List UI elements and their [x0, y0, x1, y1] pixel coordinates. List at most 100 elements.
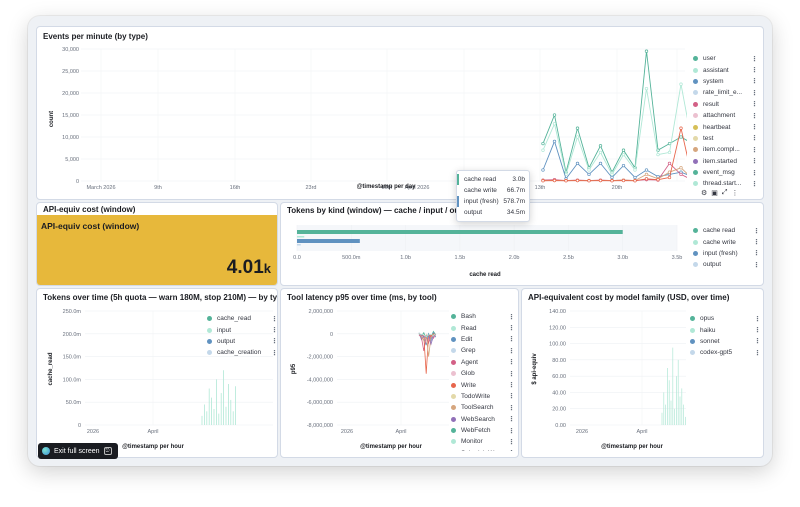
events-data-point[interactable]: [598, 161, 603, 166]
latency-legend-item[interactable]: Write ⋮: [451, 379, 514, 390]
events-legend-item[interactable]: system ⋮: [693, 76, 758, 87]
events-data-point[interactable]: [644, 86, 649, 91]
more-icon[interactable]: ⋮: [751, 135, 758, 143]
latency-legend-item[interactable]: Monitor ⋮: [451, 436, 514, 447]
tokens-kind-legend-item[interactable]: cache write ⋮: [693, 236, 760, 247]
events-data-point[interactable]: [679, 82, 683, 86]
more-icon[interactable]: ⋮: [271, 349, 278, 357]
events-data-point[interactable]: [587, 179, 591, 183]
latency-legend-item[interactable]: ToolSearch ⋮: [451, 402, 514, 413]
latency-chart[interactable]: 2,000,000 0 -2,000,000 -4,000,000 -6,000,000…: [281, 289, 451, 457]
events-data-point[interactable]: [598, 178, 603, 183]
more-icon[interactable]: ⋮: [508, 392, 514, 400]
more-icon[interactable]: ⋮: [508, 381, 514, 389]
exit-fullscreen-button[interactable]: Exit full screen ⎋: [38, 443, 118, 459]
latency-series-line[interactable]: [418, 333, 437, 338]
events-legend-item[interactable]: thread.start... ⋮: [693, 178, 758, 189]
events-data-point[interactable]: [679, 135, 683, 139]
more-icon[interactable]: ⋮: [751, 67, 758, 75]
events-data-point[interactable]: [667, 150, 672, 155]
more-icon[interactable]: ⋮: [508, 370, 514, 378]
latency-legend-item[interactable]: Read ⋮: [451, 322, 514, 333]
expand-icon[interactable]: ⤢: [721, 189, 728, 196]
tokens-kind-bar-output[interactable]: [297, 244, 301, 246]
more-icon[interactable]: ⋮: [271, 315, 278, 323]
more-icon[interactable]: ⋮: [508, 347, 514, 355]
more-icon[interactable]: ⋮: [508, 449, 514, 451]
events-data-point[interactable]: [610, 175, 614, 180]
events-data-point[interactable]: [541, 168, 545, 172]
tokens-time-legend-item[interactable]: cache_creation ⋮: [207, 347, 277, 358]
events-data-point[interactable]: [621, 152, 626, 157]
more-icon[interactable]: ⋮: [754, 327, 761, 335]
events-series-line[interactable]: [542, 84, 687, 177]
tokens-kind-legend-item[interactable]: input (fresh) ⋮: [693, 248, 760, 259]
latency-legend-item[interactable]: Agent ⋮: [451, 357, 514, 368]
events-data-point[interactable]: [587, 168, 591, 172]
events-data-point[interactable]: [656, 152, 660, 157]
latency-legend-item[interactable]: ScheduleW...⋮: [451, 448, 514, 451]
events-data-point[interactable]: [621, 163, 626, 168]
events-data-point[interactable]: [610, 179, 614, 183]
events-data-point[interactable]: [633, 179, 637, 183]
events-data-point[interactable]: [575, 126, 580, 130]
latency-legend-item[interactable]: WebFetch ⋮: [451, 425, 514, 436]
more-icon[interactable]: ⋮: [508, 313, 514, 321]
events-data-point[interactable]: [564, 179, 568, 183]
more-icon[interactable]: ⋮: [753, 227, 760, 235]
events-data-point[interactable]: [679, 172, 683, 177]
more-icon[interactable]: ⋮: [751, 169, 758, 177]
events-data-point[interactable]: [552, 122, 557, 126]
tokens-kind-bar-cache-write[interactable]: [297, 236, 305, 238]
more-icon[interactable]: ⋮: [751, 101, 758, 109]
events-data-point[interactable]: [679, 126, 683, 130]
events-data-point[interactable]: [667, 175, 672, 180]
events-data-point[interactable]: [644, 177, 649, 181]
more-icon[interactable]: ⋮: [751, 146, 758, 154]
events-data-point[interactable]: [575, 161, 580, 166]
events-data-point[interactable]: [644, 49, 649, 53]
more-icon[interactable]: ⋮: [751, 124, 758, 132]
more-icon[interactable]: ⋮: [754, 338, 761, 346]
events-series-line[interactable]: [542, 140, 687, 180]
tokens-time-legend-item[interactable]: cache_read ⋮: [207, 313, 277, 324]
latency-legend-item[interactable]: TodoWrite ⋮: [451, 391, 514, 402]
more-icon[interactable]: ⋮: [754, 349, 761, 357]
tokens-time-legend-item[interactable]: output ⋮: [207, 336, 277, 347]
events-data-point[interactable]: [575, 135, 580, 139]
latency-legend-item[interactable]: Edit ⋮: [451, 334, 514, 345]
more-icon[interactable]: ⋮: [753, 250, 760, 258]
more-icon[interactable]: ⋮: [508, 358, 514, 366]
events-data-point[interactable]: [621, 178, 626, 183]
cost-metric[interactable]: API-equiv cost (window) 4.01k: [37, 215, 277, 285]
events-data-point[interactable]: [667, 161, 672, 166]
events-series-line[interactable]: [542, 51, 687, 174]
events-data-point[interactable]: [541, 141, 545, 146]
latency-legend-item[interactable]: Bash ⋮: [451, 311, 514, 322]
events-legend-item[interactable]: assistant ⋮: [693, 64, 758, 75]
more-icon[interactable]: ⋮: [508, 415, 514, 423]
events-data-point[interactable]: [633, 168, 637, 172]
events-chart[interactable]: 30,000 25,000 20,000 15,000 10,000 5,000 0 Mar…: [37, 37, 687, 200]
events-data-point[interactable]: [610, 172, 614, 177]
more-icon[interactable]: ⋮: [508, 404, 514, 412]
more-icon[interactable]: ⋮: [753, 261, 760, 269]
latency-legend-item[interactable]: Glob ⋮: [451, 368, 514, 379]
events-data-point[interactable]: [575, 178, 580, 183]
events-legend-item[interactable]: result ⋮: [693, 99, 758, 110]
events-data-point[interactable]: [633, 175, 637, 180]
events-data-point[interactable]: [598, 144, 603, 148]
tokens-kind-legend-item[interactable]: output ⋮: [693, 259, 760, 270]
events-legend-item[interactable]: item.started ⋮: [693, 156, 758, 167]
events-legend-item[interactable]: heartbeat ⋮: [693, 121, 758, 132]
tokens-time-legend-item[interactable]: input ⋮: [207, 324, 277, 335]
more-icon[interactable]: ⋮: [754, 315, 761, 323]
model-cost-legend-item[interactable]: opus ⋮: [690, 313, 761, 324]
events-data-point[interactable]: [644, 168, 649, 172]
tokens-kind-bar-cache-read[interactable]: [297, 230, 623, 234]
events-legend-item[interactable]: event_msg ⋮: [693, 167, 758, 178]
events-data-point[interactable]: [644, 172, 649, 177]
tokens-kind-chart[interactable]: 0.0 500.0m 1.0b 1.5b 2.0b 2.5b 3.0b 3.5b cache …: [281, 203, 691, 283]
events-legend-item[interactable]: attachment ⋮: [693, 110, 758, 121]
model-cost-legend-item[interactable]: sonnet ⋮: [690, 336, 761, 347]
